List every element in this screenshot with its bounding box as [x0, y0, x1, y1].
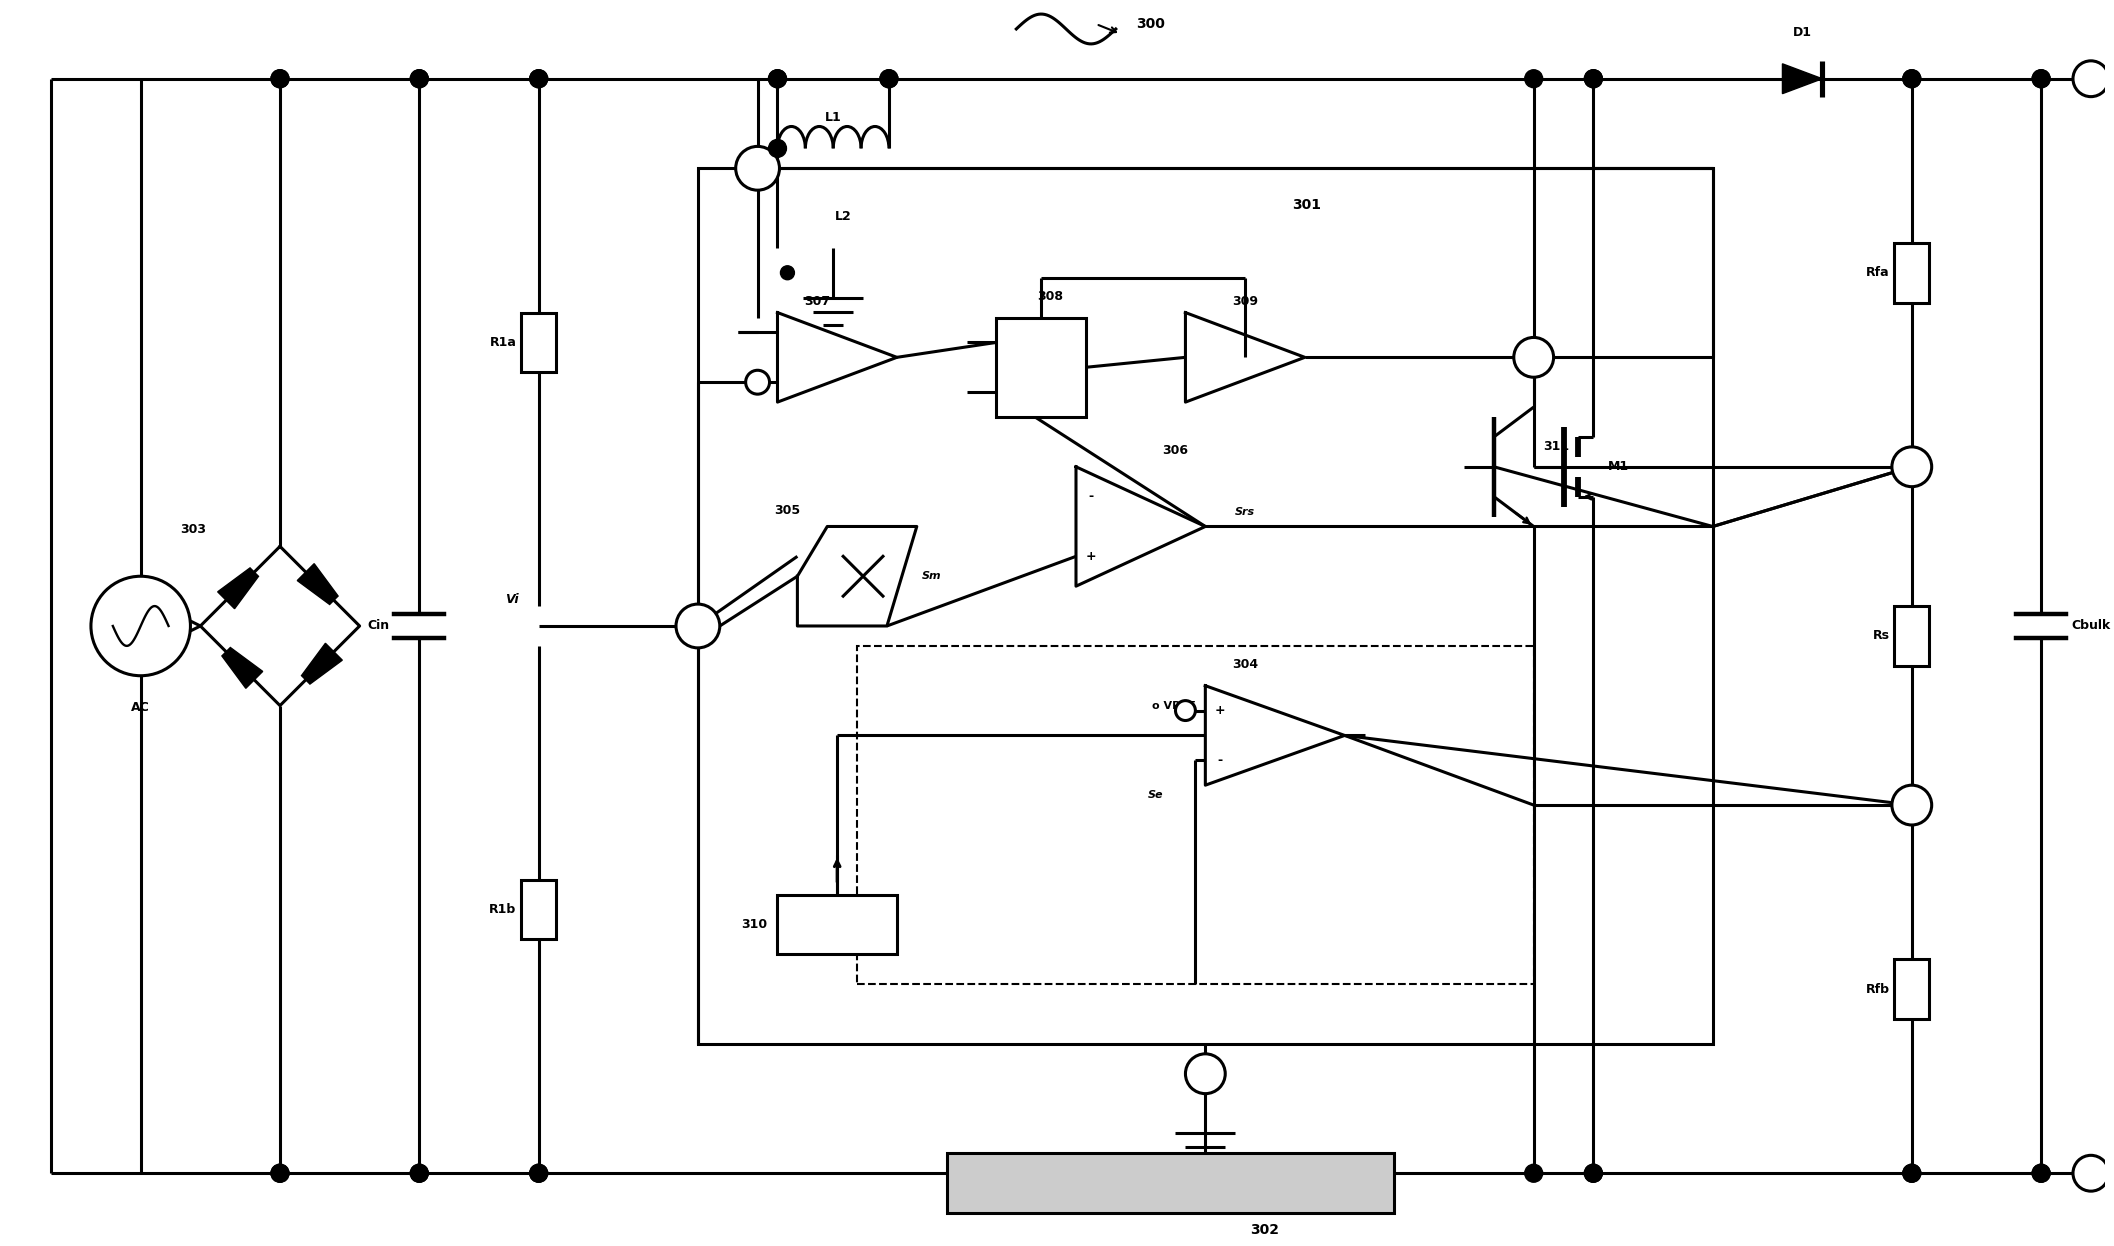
Text: Cin: Cin: [368, 619, 389, 633]
Circle shape: [1903, 70, 1922, 87]
Bar: [856, 645, 1533, 984]
Bar: [698, 168, 1712, 1044]
Circle shape: [410, 1164, 429, 1182]
Circle shape: [91, 576, 190, 675]
Bar: [1894, 243, 1930, 303]
Text: Rfb: Rfb: [1865, 983, 1890, 996]
Circle shape: [1903, 1164, 1922, 1182]
Text: 301: 301: [1292, 198, 1321, 212]
Polygon shape: [302, 643, 342, 684]
Circle shape: [1583, 70, 1602, 87]
Text: Rfa: Rfa: [1867, 267, 1890, 279]
Text: Cbulk: Cbulk: [2072, 619, 2110, 633]
Text: D1: D1: [1793, 26, 1812, 39]
Text: o VREF: o VREF: [1152, 700, 1194, 710]
Text: AC: AC: [131, 700, 150, 714]
Circle shape: [1583, 70, 1602, 87]
Text: +: +: [761, 376, 772, 389]
Text: Se: Se: [1148, 790, 1163, 800]
Text: M1: M1: [1609, 460, 1630, 473]
Bar: [522, 313, 556, 373]
Text: 304: 304: [1232, 658, 1258, 670]
Text: 306: 306: [1163, 444, 1188, 457]
Circle shape: [410, 70, 429, 87]
Circle shape: [746, 370, 769, 394]
Text: Q: Q: [1059, 363, 1068, 373]
Text: 300: 300: [1135, 17, 1165, 31]
Circle shape: [780, 265, 795, 279]
Circle shape: [271, 70, 290, 87]
Polygon shape: [298, 563, 338, 604]
Circle shape: [1892, 785, 1932, 825]
Circle shape: [2032, 70, 2051, 87]
Circle shape: [1524, 1164, 1543, 1182]
Text: -: -: [1089, 490, 1093, 503]
Text: L2: L2: [835, 211, 852, 223]
Circle shape: [410, 1164, 429, 1182]
Circle shape: [531, 70, 548, 87]
Circle shape: [271, 1164, 290, 1182]
Text: Sm: Sm: [922, 571, 941, 581]
Text: -: -: [1218, 754, 1222, 766]
Circle shape: [410, 70, 429, 87]
Circle shape: [879, 70, 898, 87]
Text: 305: 305: [774, 503, 801, 517]
Circle shape: [1514, 338, 1554, 378]
Bar: [996, 318, 1087, 417]
Circle shape: [1892, 447, 1932, 487]
Bar: [522, 880, 556, 939]
Bar: [1894, 959, 1930, 1019]
Circle shape: [1583, 1164, 1602, 1182]
Polygon shape: [218, 568, 258, 609]
Circle shape: [2032, 1164, 2051, 1182]
Polygon shape: [1782, 64, 1822, 93]
Text: Vi: Vi: [505, 593, 518, 606]
Circle shape: [1524, 70, 1543, 87]
Circle shape: [1903, 1164, 1922, 1182]
Circle shape: [2032, 1164, 2051, 1182]
Text: Ctrl: Ctrl: [824, 918, 850, 931]
Text: 309: 309: [1232, 294, 1258, 308]
Circle shape: [531, 1164, 548, 1182]
Text: R: R: [1019, 384, 1027, 394]
Text: Srs: Srs: [1235, 507, 1256, 517]
Circle shape: [769, 70, 786, 87]
Circle shape: [1186, 1054, 1226, 1094]
Text: +: +: [1216, 704, 1226, 716]
Circle shape: [769, 70, 786, 87]
Circle shape: [736, 146, 780, 191]
Circle shape: [271, 1164, 290, 1182]
Text: 307: 307: [803, 294, 831, 308]
Circle shape: [1903, 70, 1922, 87]
Text: R1b: R1b: [488, 903, 516, 916]
Circle shape: [2032, 70, 2051, 87]
Bar: [778, 895, 896, 954]
Circle shape: [769, 140, 786, 157]
Circle shape: [676, 604, 719, 648]
Polygon shape: [222, 648, 262, 688]
Text: 310: 310: [742, 918, 767, 931]
Text: 302: 302: [1251, 1224, 1279, 1237]
Text: -: -: [740, 326, 746, 339]
Text: R1a: R1a: [490, 336, 516, 349]
Circle shape: [2074, 61, 2110, 97]
Circle shape: [1175, 700, 1194, 720]
Circle shape: [531, 70, 548, 87]
Bar: [1894, 606, 1930, 665]
Text: Rs: Rs: [1873, 629, 1890, 643]
Text: 311: 311: [1543, 440, 1571, 454]
Circle shape: [2074, 1155, 2110, 1191]
Text: 303: 303: [180, 523, 207, 537]
Text: S: S: [1019, 340, 1027, 350]
Text: +: +: [1087, 549, 1097, 563]
Circle shape: [1583, 1164, 1602, 1182]
Text: 308: 308: [1038, 289, 1063, 303]
Circle shape: [531, 1164, 548, 1182]
Bar: [947, 1154, 1395, 1214]
Text: L1: L1: [824, 111, 841, 123]
Circle shape: [271, 70, 290, 87]
Circle shape: [879, 70, 898, 87]
